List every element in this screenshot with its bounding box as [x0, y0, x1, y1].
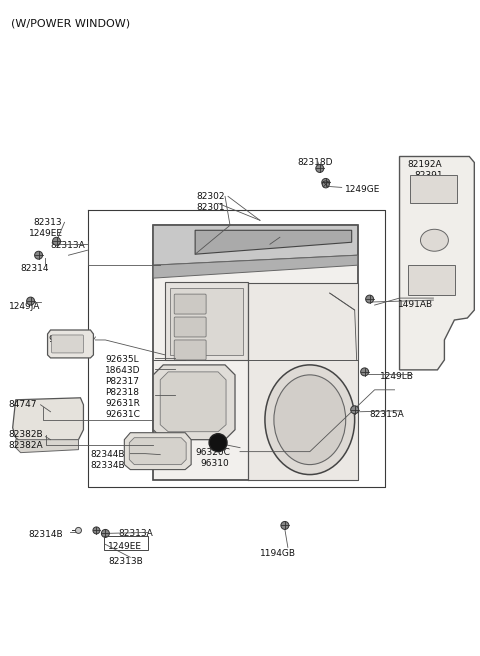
Ellipse shape [274, 375, 346, 464]
Polygon shape [165, 282, 248, 360]
Polygon shape [195, 230, 352, 255]
Text: (W/POWER WINDOW): (W/POWER WINDOW) [11, 19, 130, 29]
Circle shape [316, 165, 324, 173]
Circle shape [322, 181, 329, 188]
Text: 82302: 82302 [196, 192, 225, 201]
Circle shape [281, 522, 289, 529]
Polygon shape [153, 225, 358, 265]
Text: 1249BD: 1249BD [305, 290, 341, 299]
Text: 82314: 82314 [21, 264, 49, 273]
Polygon shape [129, 438, 186, 464]
Text: 82313A: 82313A [119, 529, 153, 539]
Circle shape [75, 527, 82, 533]
Polygon shape [170, 288, 243, 355]
Text: 81151A: 81151A [250, 243, 285, 253]
Polygon shape [16, 440, 78, 453]
Circle shape [93, 527, 100, 534]
Text: 1249EE: 1249EE [29, 230, 62, 238]
Text: 93570D: 93570D [48, 335, 84, 344]
Text: 81161A: 81161A [250, 232, 285, 241]
Polygon shape [399, 157, 474, 370]
Text: 82344B: 82344B [90, 449, 125, 459]
Text: 96310: 96310 [200, 459, 229, 468]
Text: 1491AB: 1491AB [397, 300, 432, 309]
Polygon shape [12, 398, 84, 441]
Circle shape [35, 251, 43, 259]
FancyBboxPatch shape [174, 294, 206, 314]
Text: 1249EE: 1249EE [108, 543, 143, 552]
Text: 1194GB: 1194GB [260, 549, 296, 558]
Text: 82382B: 82382B [9, 430, 43, 439]
Circle shape [322, 178, 330, 186]
FancyBboxPatch shape [51, 335, 84, 353]
Polygon shape [153, 365, 235, 440]
Polygon shape [153, 255, 358, 278]
Text: 82313: 82313 [34, 218, 62, 228]
Text: 82334B: 82334B [90, 461, 125, 470]
Text: 1249JA: 1249JA [9, 302, 40, 311]
Text: 82301: 82301 [196, 203, 225, 213]
Text: 84747: 84747 [9, 400, 37, 409]
Circle shape [360, 368, 369, 376]
Text: 82192A: 82192A [408, 161, 442, 169]
Text: 1249GE: 1249GE [345, 186, 380, 194]
Text: 82315A: 82315A [370, 410, 404, 419]
Text: P82317: P82317 [106, 377, 139, 386]
Text: P82318: P82318 [106, 388, 139, 397]
FancyBboxPatch shape [409, 175, 457, 203]
Text: 82318D: 82318D [298, 159, 333, 167]
Polygon shape [124, 433, 191, 470]
Text: 96320C: 96320C [195, 447, 230, 457]
Text: 92631R: 92631R [106, 399, 140, 408]
FancyBboxPatch shape [174, 340, 206, 360]
Circle shape [26, 297, 35, 305]
Polygon shape [153, 225, 358, 480]
Ellipse shape [420, 230, 448, 251]
Ellipse shape [265, 365, 355, 474]
Circle shape [101, 529, 109, 537]
Circle shape [209, 434, 227, 451]
Text: 82314B: 82314B [29, 531, 63, 539]
Text: 18643D: 18643D [106, 366, 141, 375]
Circle shape [52, 237, 60, 245]
Circle shape [351, 406, 359, 414]
Text: 92631C: 92631C [106, 410, 140, 419]
Text: 82382A: 82382A [9, 441, 43, 449]
Text: 82391: 82391 [415, 171, 443, 180]
Text: 92635L: 92635L [106, 355, 139, 364]
Polygon shape [48, 330, 94, 358]
Text: 1249LB: 1249LB [380, 372, 413, 381]
FancyBboxPatch shape [174, 317, 206, 337]
Circle shape [366, 295, 373, 303]
Polygon shape [248, 283, 358, 480]
Text: 82313B: 82313B [108, 558, 143, 566]
Text: 82313A: 82313A [50, 241, 85, 250]
FancyBboxPatch shape [408, 265, 456, 295]
Polygon shape [160, 372, 226, 432]
